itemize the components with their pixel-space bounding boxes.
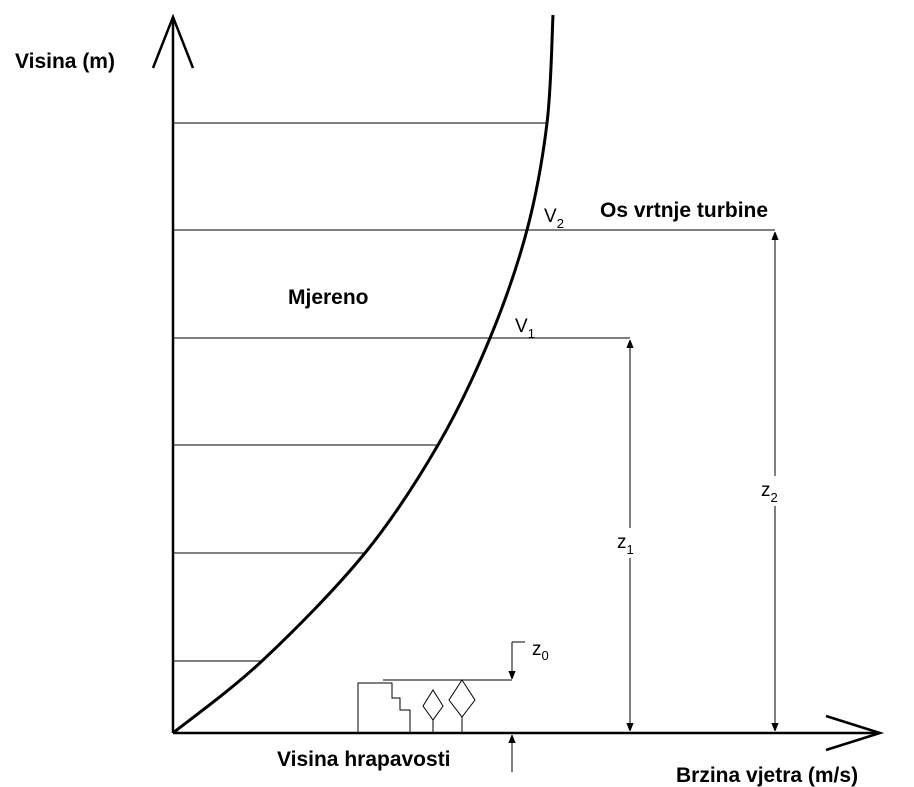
z0-sub: 0 xyxy=(542,648,549,663)
measured-label: Mjereno xyxy=(288,286,369,309)
z0-main: z xyxy=(532,639,542,660)
tree xyxy=(448,679,476,718)
v2-main: V xyxy=(544,206,557,227)
z2-main: z xyxy=(761,480,771,501)
z2-sub: 2 xyxy=(771,490,778,505)
z1-label: z1 xyxy=(617,532,634,557)
x-axis-label: Brzina vjetra (m/s) xyxy=(676,764,858,787)
y-axis-arrow xyxy=(151,13,195,69)
v1-sub: 1 xyxy=(528,326,535,341)
roughness-label: Visina hrapavosti xyxy=(277,748,451,771)
v1-main: V xyxy=(515,316,528,337)
y-axis-label: Visina (m) xyxy=(15,50,115,73)
label-bg xyxy=(612,528,642,558)
v1-label: V1 xyxy=(515,316,535,341)
z1-main: z xyxy=(617,532,627,553)
v2-label: V2 xyxy=(544,206,564,231)
tree xyxy=(422,689,444,721)
z2-label: z2 xyxy=(761,480,778,505)
z0-label: z0 xyxy=(532,639,549,663)
wind-profile xyxy=(172,14,555,735)
building xyxy=(357,682,411,733)
z1-sub: 1 xyxy=(627,542,634,557)
x-axis-arrow xyxy=(825,714,885,752)
label-bg xyxy=(757,476,787,506)
hub-label: Os vrtnje turbine xyxy=(600,199,768,222)
levels xyxy=(173,122,775,662)
v2-sub: 2 xyxy=(557,216,564,231)
